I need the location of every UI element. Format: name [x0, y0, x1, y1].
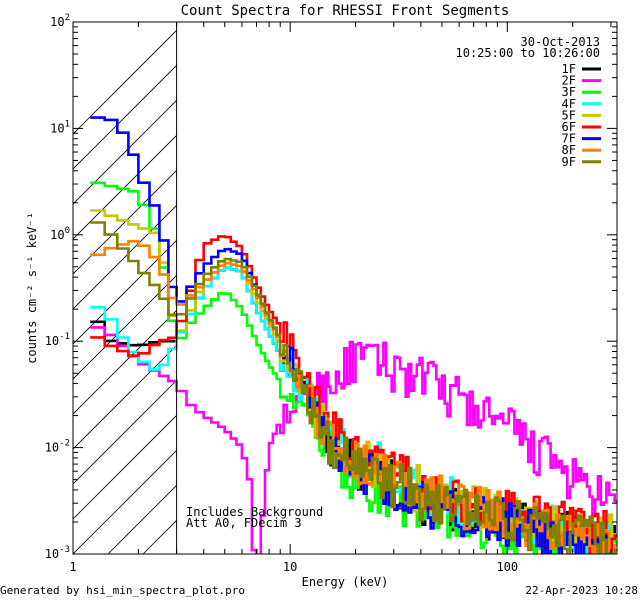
chart-title: Count Spectra for RHESSI Front Segments — [181, 3, 510, 19]
hatch-line — [73, 449, 177, 554]
date-label: 30-Oct-2013 — [521, 35, 600, 49]
y-tick-label: 102 — [50, 13, 70, 29]
x-tick-label: 1 — [69, 560, 76, 574]
x-axis: 1 10 100 — [69, 22, 612, 574]
legend-label-1F: 1F — [562, 62, 576, 76]
hatch-line — [73, 64, 177, 170]
time-range-label: 10:25:00 to 10:26:00 — [456, 46, 601, 60]
legend-label-8F: 8F — [562, 143, 576, 157]
hatch-line — [73, 204, 177, 310]
legend-label-2F: 2F — [562, 74, 576, 88]
y-axis: 10-3 10-2 10-1 100 101 102 — [45, 13, 617, 561]
hatch-line — [73, 379, 177, 485]
legend-label-5F: 5F — [562, 108, 576, 122]
annotation-attenuator: Att A0, FDecim 3 — [186, 516, 302, 530]
y-tick-label: 10-3 — [45, 545, 70, 561]
series-line-9F — [90, 221, 617, 554]
series-line-2F — [90, 326, 617, 554]
hatch-line — [73, 99, 177, 205]
y-axis-label: counts cm⁻² s⁻¹ keV⁻¹ — [25, 212, 39, 364]
y-tick-label: 101 — [50, 119, 70, 135]
hatch-line — [73, 274, 177, 380]
legend-label-4F: 4F — [562, 97, 576, 111]
hatch-line — [73, 414, 177, 520]
legend-label-6F: 6F — [562, 120, 576, 134]
plot-frame — [72, 21, 618, 555]
annotation-background: Includes Background — [186, 505, 323, 519]
generated-by: Generated by hsi_min_spectra_plot.pro — [0, 584, 245, 597]
series-layer — [90, 116, 617, 554]
x-axis-label: Energy (keV) — [302, 575, 389, 589]
legend-label-7F: 7F — [562, 132, 576, 146]
y-tick-label: 10-2 — [45, 439, 70, 455]
hatch-line — [73, 239, 177, 345]
legend-label-9F: 9F — [562, 155, 576, 169]
x-tick-label: 100 — [496, 560, 518, 574]
excluded-region — [73, 29, 177, 554]
x-tick-label: 10 — [283, 560, 297, 574]
legend-label-3F: 3F — [562, 85, 576, 99]
y-tick-label: 100 — [50, 226, 70, 242]
y-tick-label: 10-1 — [45, 332, 70, 348]
generated-timestamp: 22-Apr-2023 10:28 — [525, 584, 638, 597]
hatch-line — [73, 29, 177, 135]
